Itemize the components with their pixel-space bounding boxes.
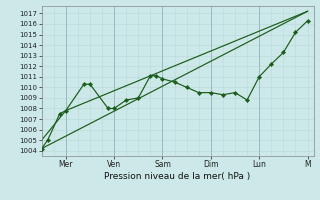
X-axis label: Pression niveau de la mer( hPa ): Pression niveau de la mer( hPa ) xyxy=(104,172,251,181)
